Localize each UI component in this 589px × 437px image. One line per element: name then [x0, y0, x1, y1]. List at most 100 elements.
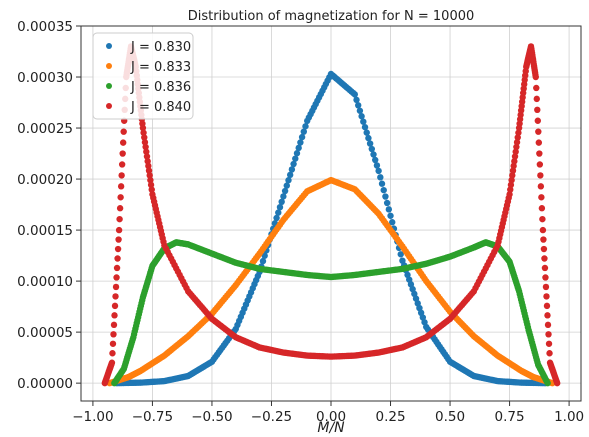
- x-tick-label: −0.25: [251, 409, 292, 425]
- data-point: [290, 160, 297, 168]
- data-point: [373, 162, 381, 169]
- y-tick-label: 0.00030: [17, 70, 73, 86]
- data-point: [545, 340, 553, 347]
- data-point: [293, 150, 301, 157]
- x-tick-label: 0.00: [316, 409, 346, 425]
- data-point: [119, 139, 127, 146]
- data-point: [278, 198, 285, 206]
- data-point: [116, 215, 123, 223]
- data-point: [542, 283, 550, 291]
- data-point: [507, 186, 514, 193]
- y-tick-label: 0.00015: [17, 223, 73, 239]
- data-point: [148, 186, 155, 193]
- data-point: [544, 379, 551, 387]
- data-point: [541, 264, 549, 272]
- data-point: [283, 182, 290, 189]
- data-point: [512, 148, 519, 155]
- data-point: [351, 91, 359, 98]
- data-point: [378, 180, 386, 187]
- data-point: [144, 158, 151, 165]
- data-point: [513, 143, 520, 151]
- data-point: [389, 219, 396, 226]
- data-point: [143, 153, 151, 160]
- data-point: [539, 226, 547, 234]
- data-point: [141, 134, 148, 141]
- x-tick-label: −0.50: [191, 409, 232, 425]
- data-point: [533, 84, 540, 92]
- legend-marker: [106, 83, 112, 89]
- data-point: [534, 106, 541, 114]
- data-point: [539, 215, 546, 223]
- data-point: [544, 312, 551, 319]
- data-point: [535, 139, 543, 146]
- data-point: [542, 274, 549, 281]
- data-point: [297, 139, 304, 146]
- data-point: [120, 128, 127, 135]
- x-tick-label: 0.25: [375, 409, 405, 425]
- series-3: [111, 239, 551, 387]
- data-point: [507, 181, 515, 189]
- data-point: [510, 162, 517, 170]
- data-point: [363, 129, 370, 136]
- data-point: [118, 161, 126, 168]
- data-point: [112, 293, 119, 300]
- data-point: [113, 264, 121, 272]
- data-point: [109, 340, 117, 347]
- x-axis-label: M/N: [317, 420, 345, 436]
- data-point: [513, 139, 521, 146]
- data-point: [108, 359, 116, 366]
- x-tick-label: −0.75: [132, 409, 173, 425]
- data-point: [534, 117, 542, 124]
- data-point: [543, 293, 550, 300]
- data-point: [383, 199, 391, 207]
- data-point: [355, 102, 362, 109]
- y-tick-label: 0.00010: [17, 274, 73, 290]
- data-point: [145, 167, 153, 174]
- data-point: [141, 139, 149, 146]
- data-point: [119, 150, 126, 157]
- data-point: [397, 251, 404, 258]
- data-point: [295, 144, 302, 152]
- data-point: [292, 155, 299, 162]
- data-point: [536, 161, 544, 168]
- data-point: [545, 331, 552, 338]
- legend-marker: [106, 43, 112, 49]
- data-point: [365, 134, 372, 142]
- data-point: [511, 158, 518, 165]
- data-point: [537, 183, 545, 190]
- data-point: [302, 123, 309, 130]
- y-tick-label: 0.00000: [17, 376, 73, 392]
- data-point: [543, 302, 551, 310]
- data-point: [142, 143, 149, 151]
- legend-label: J = 0.830: [130, 40, 191, 55]
- data-point: [368, 145, 376, 153]
- data-point: [540, 236, 547, 243]
- data-point: [511, 153, 519, 160]
- data-point: [532, 73, 539, 81]
- data-point: [509, 172, 516, 179]
- data-point: [112, 283, 120, 291]
- data-point: [111, 302, 119, 310]
- data-point: [261, 252, 268, 259]
- data-point: [509, 167, 517, 174]
- data-point: [382, 193, 389, 200]
- data-point: [114, 255, 121, 262]
- data-point: [115, 236, 122, 243]
- data-point: [114, 245, 122, 253]
- data-point: [533, 95, 540, 103]
- data-point: [147, 176, 154, 184]
- data-point: [508, 176, 515, 184]
- y-tick-label: 0.00020: [17, 172, 73, 188]
- legend-label: J = 0.840: [130, 100, 191, 115]
- data-point: [298, 133, 306, 141]
- legend-label: J = 0.836: [130, 80, 191, 95]
- data-point: [514, 134, 521, 141]
- data-point: [276, 203, 284, 211]
- data-point: [538, 205, 546, 212]
- data-point: [117, 183, 125, 190]
- data-point: [110, 321, 118, 329]
- data-point: [259, 257, 267, 265]
- data-point: [146, 172, 153, 179]
- data-point: [280, 193, 287, 200]
- data-point: [515, 129, 522, 136]
